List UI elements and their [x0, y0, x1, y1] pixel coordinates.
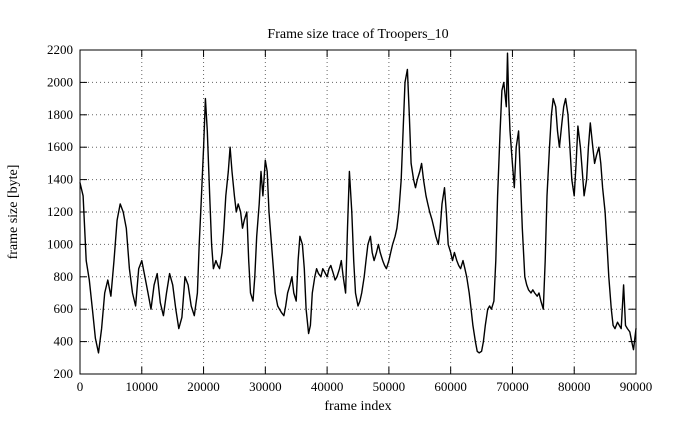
y-tick-label: 600: [54, 301, 74, 316]
y-tick-label: 1600: [47, 139, 73, 154]
y-tick-label: 200: [54, 366, 74, 381]
x-tick-label: 80000: [558, 379, 591, 394]
tick-labels: 0 10000 20000 30000 40000 50000 60000 70000 8000…: [47, 42, 652, 394]
x-tick-label: 70000: [496, 379, 529, 394]
x-axis-label: frame index: [324, 399, 391, 414]
x-tick-label: 30000: [249, 379, 282, 394]
x-tick-label: 90000: [620, 379, 653, 394]
x-tick-label: 50000: [373, 379, 406, 394]
y-axis-label: frame size [byte]: [6, 165, 21, 260]
x-tick-label: 10000: [126, 379, 159, 394]
plot-border: [79, 49, 637, 375]
y-tick-label: 1800: [47, 107, 73, 122]
y-tick-label: 1200: [47, 204, 73, 219]
y-tick-label: 800: [54, 269, 74, 284]
data-line-frame-size: [79, 52, 637, 354]
y-tick-label: 2200: [47, 42, 73, 57]
y-tick-label: 400: [54, 334, 74, 349]
chart-title: Frame size trace of Troopers_10: [267, 27, 448, 42]
x-tick-label: 20000: [187, 379, 220, 394]
x-tick-label: 0: [77, 379, 84, 394]
y-tick-label: 2000: [47, 74, 73, 89]
y-tick-label: 1400: [47, 172, 73, 187]
x-tick-label: 40000: [311, 379, 344, 394]
x-tick-label: 60000: [434, 379, 467, 394]
y-tick-label: 1000: [47, 236, 73, 251]
